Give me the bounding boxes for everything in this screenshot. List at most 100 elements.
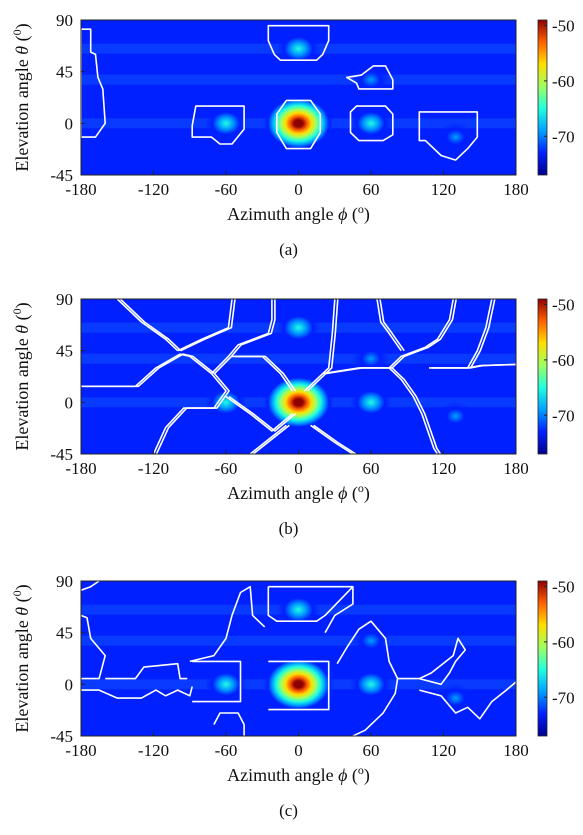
region-boundary <box>313 424 357 454</box>
x-tick-label: -180 <box>65 459 96 478</box>
x-tick-label: 180 <box>503 180 529 199</box>
x-tick-label: -60 <box>215 741 238 760</box>
region-boundary <box>189 585 266 663</box>
x-axis-label: Azimuth angle ϕ (o) <box>227 481 370 504</box>
x-tick-label: 0 <box>294 180 303 199</box>
region-boundary <box>419 681 516 720</box>
region-boundary <box>310 424 354 454</box>
y-tick-label: -45 <box>50 445 73 464</box>
x-tick-label: -60 <box>215 180 238 199</box>
x-tick-label: -120 <box>138 741 169 760</box>
heatmap-peak <box>205 385 247 419</box>
region-boundary <box>267 24 330 61</box>
region-boundary <box>336 620 399 736</box>
heatmap-plot-area <box>81 299 516 454</box>
colorbar-tick-label: -50 <box>552 17 575 36</box>
region-boundary <box>346 65 394 90</box>
y-tick-label: 90 <box>56 11 73 30</box>
region-boundary <box>191 105 245 145</box>
colorbar <box>537 580 548 737</box>
region-boundary <box>177 299 233 352</box>
heatmap-peak <box>352 64 390 95</box>
heatmap-band <box>81 353 516 364</box>
heatmap-peak <box>352 343 390 374</box>
region-boundary <box>213 299 276 375</box>
colorbar-tick-label: -60 <box>552 633 575 652</box>
x-tick-label: 120 <box>431 459 457 478</box>
y-tick-label: 45 <box>56 63 73 82</box>
region-boundary <box>81 686 193 699</box>
region-boundary <box>81 28 106 138</box>
x-tick-label: 60 <box>363 180 380 199</box>
region-boundary <box>210 299 273 375</box>
colorbar <box>537 19 548 176</box>
heatmap-panel-3: -180 -120 -60 0 60 120 180 90 45 0 -45 Azimuth angl… <box>10 572 575 820</box>
x-tick-label: -60 <box>215 459 238 478</box>
heatmap-band <box>81 635 516 646</box>
heatmap-peak <box>437 683 474 713</box>
colorbar-tick-label: -70 <box>552 406 575 425</box>
x-tick-label: 120 <box>431 180 457 199</box>
region-boundary <box>325 367 442 454</box>
heatmap-peak <box>437 401 474 431</box>
heatmap-peak <box>350 667 392 701</box>
region-boundary <box>252 424 290 454</box>
x-tick-label: 60 <box>363 741 380 760</box>
region-boundary <box>276 99 322 150</box>
region-boundary <box>391 299 457 369</box>
colorbar <box>537 298 548 455</box>
region-boundary <box>267 586 354 622</box>
region-boundary <box>376 299 402 352</box>
region-boundary <box>180 299 236 352</box>
region-boundary <box>303 299 336 392</box>
panel-caption: (c) <box>279 801 298 820</box>
x-tick-label: 180 <box>503 459 529 478</box>
region-boundary <box>192 660 242 703</box>
y-tick-label: 45 <box>56 342 73 361</box>
heatmap-plot-area <box>81 20 516 175</box>
x-tick-label: 0 <box>294 741 303 760</box>
colorbar-tick-label: -50 <box>552 578 575 597</box>
region-boundary <box>397 637 467 686</box>
x-tick-label: -120 <box>138 459 169 478</box>
heatmap-band <box>81 74 516 85</box>
colorbar-tick-label: -70 <box>552 688 575 707</box>
y-tick-label: -45 <box>50 166 73 185</box>
region-boundary <box>228 395 297 432</box>
x-tick-label: 60 <box>363 459 380 478</box>
region-boundary <box>432 363 516 369</box>
heatmap-peak <box>437 122 474 152</box>
y-tick-label: 90 <box>56 572 73 591</box>
region-boundary <box>105 662 188 680</box>
y-axis-label: Elevation angle θ (0) <box>10 23 33 171</box>
heatmap-peak <box>277 31 320 66</box>
region-boundary <box>81 614 106 680</box>
colorbar-tick-label: -60 <box>552 72 575 91</box>
y-tick-label: 0 <box>65 114 74 133</box>
x-tick-label: -120 <box>138 180 169 199</box>
heatmap-peak <box>277 310 320 345</box>
region-boundary <box>379 299 405 352</box>
region-boundary <box>268 585 354 634</box>
region-boundary <box>268 660 330 711</box>
panel-caption: (b) <box>279 519 299 538</box>
x-axis-label: Azimuth angle ϕ (o) <box>227 202 370 225</box>
colorbar-tick-label: -70 <box>552 127 575 146</box>
heatmap-peak <box>350 106 392 140</box>
region-boundary <box>235 355 297 392</box>
x-tick-label: 180 <box>503 741 529 760</box>
region-boundary <box>306 299 339 392</box>
x-tick-label: -180 <box>65 741 96 760</box>
region-boundary <box>418 111 479 161</box>
region-boundary <box>119 299 182 352</box>
heatmap-peak <box>205 667 247 701</box>
y-tick-label: -45 <box>50 727 73 746</box>
region-boundary <box>470 299 496 369</box>
heatmap-peak <box>205 106 247 140</box>
heatmap-peak <box>263 656 334 713</box>
heatmap-plot-area <box>81 581 516 736</box>
x-tick-label: 120 <box>431 741 457 760</box>
y-tick-label: 45 <box>56 624 73 643</box>
region-boundary <box>116 299 179 352</box>
heatmap-peak <box>263 95 334 152</box>
